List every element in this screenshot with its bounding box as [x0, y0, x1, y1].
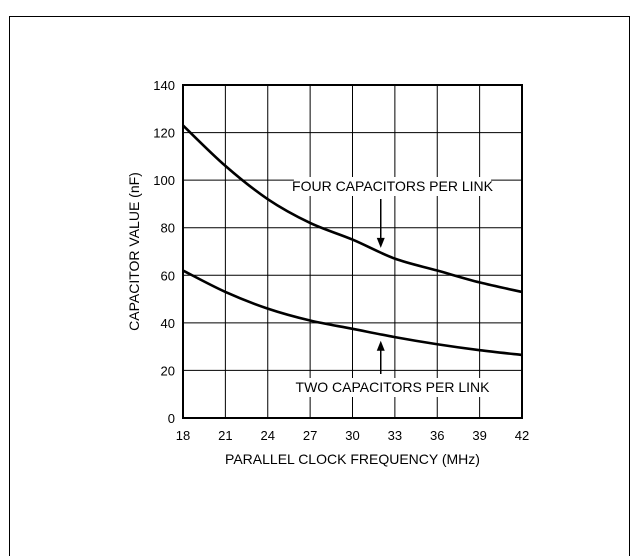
- series-lines: [182, 124, 523, 357]
- annotation-label-bg: [297, 378, 488, 397]
- x-tick-labels: 18 21 24 27 30 33 36 39 42: [176, 428, 529, 443]
- figure-frame: [9, 16, 630, 556]
- annotation-two-capacitors: TWO CAPACITORS PER LINK: [296, 340, 491, 397]
- annotation-label-bg: [293, 177, 492, 196]
- y-tick-label: 60: [161, 268, 175, 283]
- y-tick-label: 120: [153, 126, 175, 141]
- y-tick-label: 140: [153, 78, 175, 93]
- annotations: FOUR CAPACITORS PER LINK TWO CAPACITORS P…: [292, 177, 494, 397]
- series-line-four-capacitors: [182, 124, 523, 294]
- x-tick-label: 30: [345, 428, 359, 443]
- annotation-label: FOUR CAPACITORS PER LINK: [292, 178, 494, 194]
- x-tick-label: 18: [176, 428, 190, 443]
- plot-area: [182, 84, 523, 419]
- y-tick-label: 40: [161, 316, 175, 331]
- x-axis-title: PARALLEL CLOCK FREQUENCY (MHz): [225, 451, 480, 467]
- y-tick-label: 100: [153, 173, 175, 188]
- annotation-arrow-head: [376, 237, 385, 248]
- x-tick-label: 24: [261, 428, 275, 443]
- capacitor-chart: 18 21 24 27 30 33 36 39 42 0 20 40 60 80 100 120 140 PA…: [126, 78, 529, 467]
- series-line-two-capacitors: [182, 269, 523, 357]
- y-tick-label: 0: [168, 411, 175, 426]
- x-tick-label: 36: [430, 428, 444, 443]
- x-tick-label: 42: [515, 428, 529, 443]
- grid-lines: [183, 85, 522, 418]
- annotation-label: TWO CAPACITORS PER LINK: [296, 379, 491, 395]
- x-tick-label: 39: [472, 428, 486, 443]
- annotation-arrow-head: [376, 340, 385, 351]
- x-tick-label: 21: [218, 428, 232, 443]
- annotation-four-capacitors: FOUR CAPACITORS PER LINK: [292, 177, 494, 248]
- y-tick-labels: 0 20 40 60 80 100 120 140: [153, 78, 175, 426]
- x-tick-label: 33: [388, 428, 402, 443]
- y-tick-label: 80: [161, 221, 175, 236]
- x-tick-label: 27: [303, 428, 317, 443]
- y-tick-label: 20: [161, 363, 175, 378]
- y-axis-title: CAPACITOR VALUE (nF): [126, 172, 142, 331]
